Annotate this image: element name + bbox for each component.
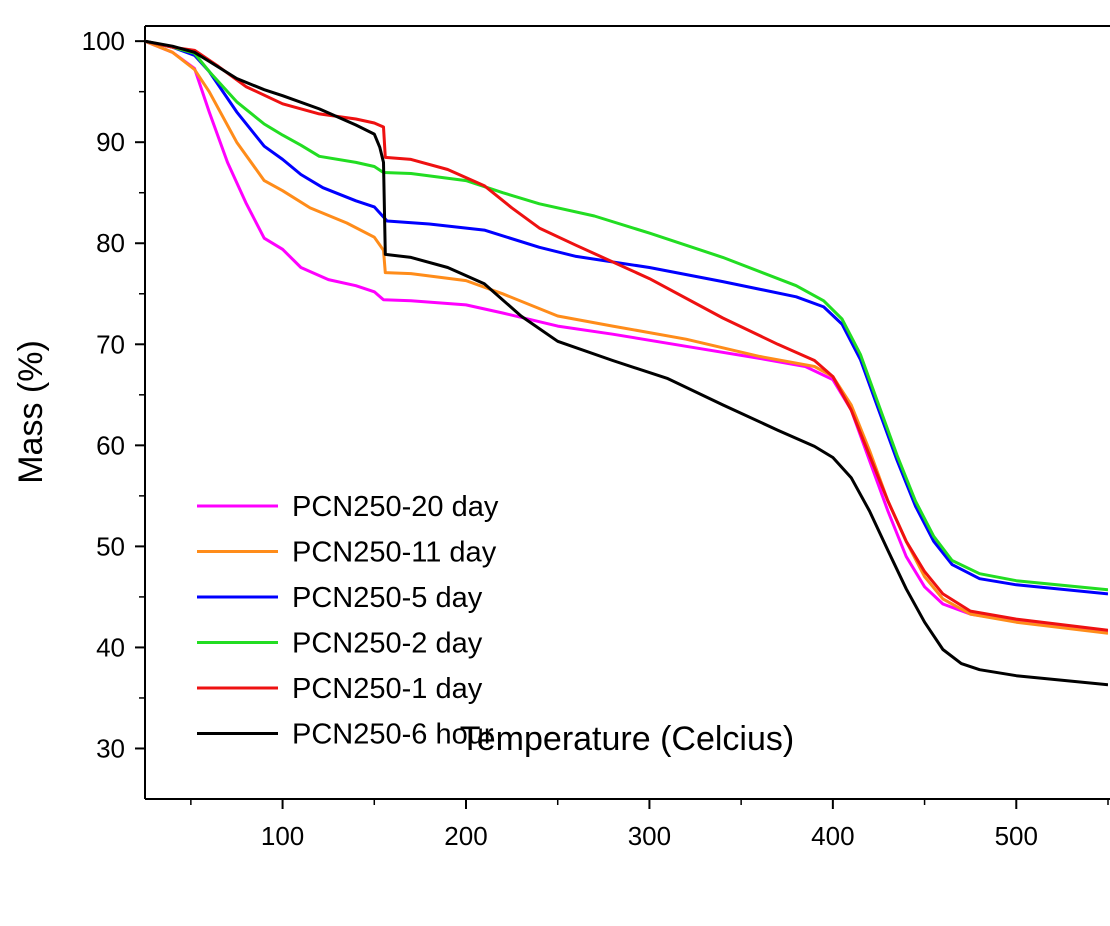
y-tick-label: 50 bbox=[96, 531, 125, 561]
x-tick-label: 400 bbox=[811, 821, 854, 851]
y-tick-label: 40 bbox=[96, 632, 125, 662]
legend-label-pcn250-20-day: PCN250-20 day bbox=[292, 491, 499, 523]
series-line-pcn250-6-hour bbox=[145, 39, 1108, 687]
x-tick-label: 300 bbox=[628, 821, 671, 851]
y-tick-label: 90 bbox=[96, 127, 125, 157]
x-tick-label: 500 bbox=[995, 821, 1038, 851]
y-tick-label: 70 bbox=[96, 329, 125, 359]
y-tick-label: 30 bbox=[96, 733, 125, 763]
y-tick-label: 100 bbox=[82, 26, 125, 56]
x-tick-label: 200 bbox=[444, 821, 487, 851]
y-axis-title: Mass (%) bbox=[12, 340, 50, 484]
series-line-pcn250-2-day bbox=[145, 39, 1108, 592]
legend: PCN250-20 day PCN250-11 day PCN250-5 day PC… bbox=[197, 491, 499, 751]
x-tick-label: 100 bbox=[261, 821, 304, 851]
legend-label-pcn250-5-day: PCN250-5 day bbox=[292, 582, 483, 614]
plot-area: 100 200 300 400 500 30 40 50 60 70 80 90 100 bbox=[82, 25, 1110, 851]
y-tick-label: 60 bbox=[96, 430, 125, 460]
axis-ticks: 100 200 300 400 500 30 40 50 60 70 80 90 100 bbox=[82, 26, 1109, 851]
legend-label-pcn250-6-hour: PCN250-6 hour bbox=[292, 719, 494, 751]
series-line-pcn250-1-day bbox=[145, 39, 1108, 632]
legend-label-pcn250-1-day: PCN250-1 day bbox=[292, 673, 483, 705]
legend-label-pcn250-2-day: PCN250-2 day bbox=[292, 628, 483, 660]
series-line-pcn250-20-day bbox=[145, 39, 1108, 633]
series-line-pcn250-5-day bbox=[145, 39, 1108, 596]
y-tick-label: 80 bbox=[96, 228, 125, 258]
legend-label-pcn250-11-day: PCN250-11 day bbox=[292, 537, 497, 569]
series-lines bbox=[145, 39, 1108, 687]
x-axis-title: Temperature (Celcius) bbox=[460, 720, 794, 758]
